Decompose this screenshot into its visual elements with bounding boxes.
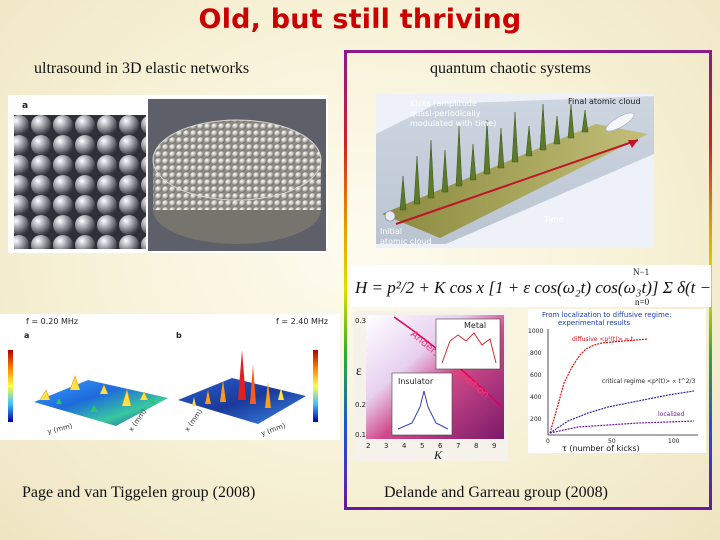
x-tick-5: 7 [456, 442, 460, 450]
initial-cloud-icon [384, 210, 396, 222]
time-label: Time [543, 215, 564, 224]
surface-plot-a [34, 380, 168, 426]
critical-label: critical regime <p²(t)> ∝ t^2/3 [602, 378, 696, 385]
slide-title: Old, but still thriving [198, 4, 522, 35]
final-cloud-label: Final atomic cloud [568, 97, 641, 106]
colorbar-b [313, 350, 318, 422]
critical-curve [549, 390, 695, 434]
x-tick-4: 6 [438, 442, 443, 450]
metal-label: Metal [464, 321, 486, 330]
diffusive-curve [549, 338, 649, 434]
plot-b-yaxis: x (mm) [183, 407, 204, 433]
left-caption-top: ultrasound in 3D elastic networks [34, 60, 250, 77]
sum-lower-limit: n=0 [635, 297, 650, 307]
phase-diagram: Anderson Transition Metal Insulator ε 0.… [354, 311, 508, 461]
kicks-y-tick-2: 600 [530, 372, 542, 379]
diffusive-label: diffusive <p²(t)> ∝ t [572, 336, 634, 343]
insulator-label: Insulator [398, 377, 434, 386]
kicks-y-tick-3: 400 [530, 394, 542, 401]
kicks-plot-xlabel: τ (number of kicks) [562, 444, 640, 453]
metal-inset [435, 318, 501, 370]
plot-a-letter: a [24, 331, 29, 340]
hamiltonian-equation: N−1 H = p²/2 + K cos x [1 + ε cos(ω₂t) c… [351, 265, 711, 307]
initial-cloud-label-1: Initial [380, 227, 402, 236]
left-caption-bottom: Page and van Tiggelen group (2008) [22, 484, 256, 501]
kicks-x-tick-2: 100 [668, 438, 680, 445]
colorbar-a [8, 350, 13, 422]
ultrasound-surface-plots: f = 0.20 MHz f = 2.40 MHz a b y (mm) x (… [0, 314, 340, 440]
closeup-beads-photo [14, 115, 146, 249]
plot-b-xaxis: y (mm) [260, 422, 287, 438]
x-tick-1: 3 [384, 442, 388, 450]
x-tick-0: 2 [366, 442, 370, 450]
hamiltonian-text: H = p²/2 + K cos x [1 + ε cos(ω₂t) cos(ω… [354, 278, 711, 297]
kicks-label-1: Kicks (amplitude [410, 99, 477, 108]
kicks-plot-title-1: From localization to diffusive regime: [542, 311, 672, 319]
sum-upper-limit: N−1 [633, 267, 649, 277]
localized-curve [549, 420, 695, 434]
kicks-y-tick-0: 1000 [528, 328, 543, 335]
final-cloud-icon [605, 112, 635, 132]
kicks-x-tick-1: 50 [608, 438, 616, 445]
kick-peaks [399, 103, 589, 211]
initial-cloud-label-2: atomic cloud [380, 237, 432, 246]
y-tick-2: 0.1 [355, 431, 366, 439]
bead-disk-photo [153, 120, 321, 200]
kicks-y-tick-4: 200 [530, 416, 542, 423]
k-axis-label: K [433, 448, 443, 461]
plot-a-xaxis: y (mm) [47, 422, 74, 436]
x-tick-3: 5 [420, 442, 424, 450]
surface-plot-b [178, 378, 306, 424]
kicks-plot-title-2: experimental results [558, 319, 630, 327]
plot-b-letter: b [176, 331, 182, 340]
x-tick-7: 9 [492, 442, 496, 450]
kicks-label-2: quasi-periodically [410, 109, 481, 118]
kicks-y-tick-1: 800 [530, 350, 542, 357]
eps-axis-label: ε [356, 364, 362, 379]
x-tick-6: 8 [474, 442, 478, 450]
plot-a-freq: f = 0.20 MHz [26, 317, 78, 326]
kicked-rotor-illustration: Kicks (amplitude quasi-periodically modu… [376, 94, 654, 248]
insulator-inset [391, 372, 453, 436]
y-tick-0: 0.3 [355, 317, 366, 325]
y-tick-1: 0.2 [355, 401, 366, 409]
kicks-label-3: modulated with time) [410, 119, 496, 128]
time-floor-plane [382, 124, 648, 238]
photo-panel-letter: a [22, 101, 28, 111]
plot-b-freq: f = 2.40 MHz [276, 317, 328, 326]
kicks-x-tick-0: 0 [546, 438, 550, 445]
x-tick-2: 4 [402, 442, 407, 450]
kicks-experiment-plot: From localization to diffusive regime: e… [528, 309, 706, 453]
time-arrow [395, 139, 639, 225]
beads-photo-panel: a [8, 95, 328, 253]
localized-label: localized [658, 411, 684, 418]
